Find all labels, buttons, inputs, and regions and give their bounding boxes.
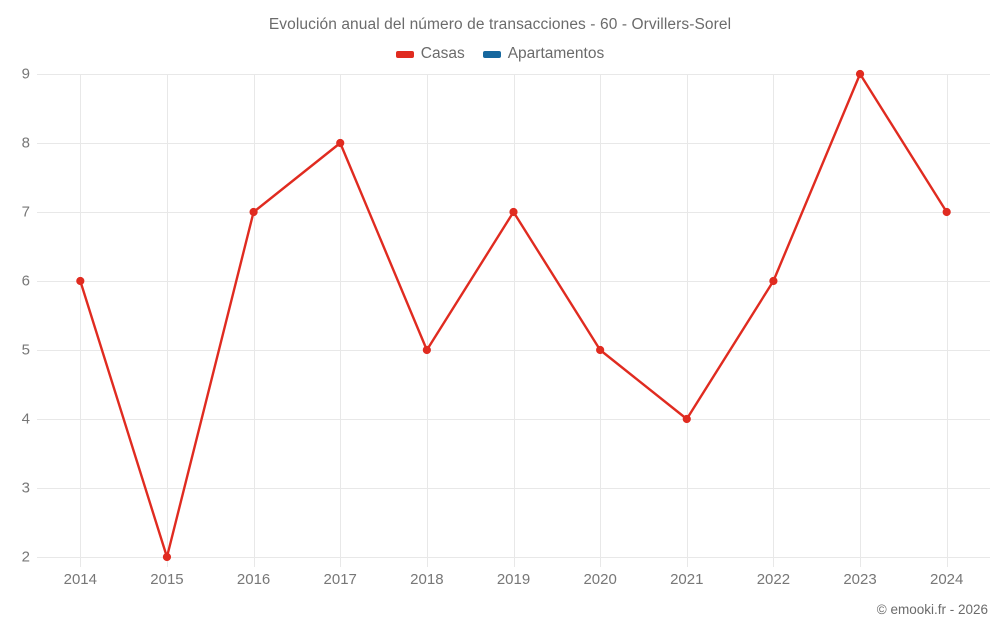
data-point-casas[interactable] (509, 207, 518, 217)
x-tick-label: 2016 (236, 571, 271, 588)
footer-credit: © emooki.fr - 2026 (876, 602, 988, 617)
y-axis: 2 3 4 5 6 7 8 9 (0, 0, 30, 625)
y-tick-label: 2 (21, 548, 30, 566)
x-tick-label: 2020 (583, 571, 617, 588)
y-tick-label: 6 (21, 272, 30, 290)
vertical-gridlines (80, 74, 948, 567)
data-point-casas[interactable] (249, 207, 258, 217)
legend-swatch-apartamentos (482, 50, 501, 58)
x-tick-label: 2024 (929, 571, 964, 588)
legend-label-casas: Casas (420, 45, 465, 62)
chart-legend: Casas Apartamentos (0, 45, 1000, 63)
x-tick-label: 2022 (756, 571, 791, 588)
x-tick-label: 2019 (496, 571, 531, 588)
y-tick-label: 3 (21, 479, 30, 497)
data-point-casas[interactable] (162, 552, 172, 562)
data-point-casas[interactable] (855, 69, 865, 79)
legend-swatch-casas (395, 50, 414, 58)
chart-title: Evolución anual del número de transaccio… (268, 16, 732, 33)
marker-layer (76, 69, 951, 562)
data-point-casas[interactable] (422, 345, 431, 355)
data-point-casas[interactable] (942, 207, 951, 217)
data-point-casas[interactable] (682, 414, 691, 424)
data-point-casas[interactable] (596, 345, 605, 355)
legend-label-apartamentos: Apartamentos (507, 45, 605, 62)
legend-item-apartamentos[interactable]: Apartamentos (482, 45, 605, 63)
data-point-casas[interactable] (76, 276, 85, 286)
y-tick-label: 8 (21, 134, 30, 152)
x-tick-label: 2014 (63, 571, 97, 588)
x-tick-label: 2018 (410, 571, 444, 588)
x-tick-label: 2017 (323, 571, 357, 588)
x-tick-label: 2021 (670, 571, 704, 588)
legend-item-casas[interactable]: Casas (395, 45, 465, 63)
data-point-casas[interactable] (769, 276, 778, 286)
y-tick-label: 4 (21, 410, 30, 428)
y-tick-label: 9 (21, 65, 30, 83)
y-tick-label: 7 (21, 203, 30, 221)
x-tick-label: 2023 (843, 571, 877, 588)
data-point-casas[interactable] (336, 138, 345, 148)
x-tick-label: 2015 (150, 571, 184, 588)
y-tick-label: 5 (21, 341, 30, 359)
